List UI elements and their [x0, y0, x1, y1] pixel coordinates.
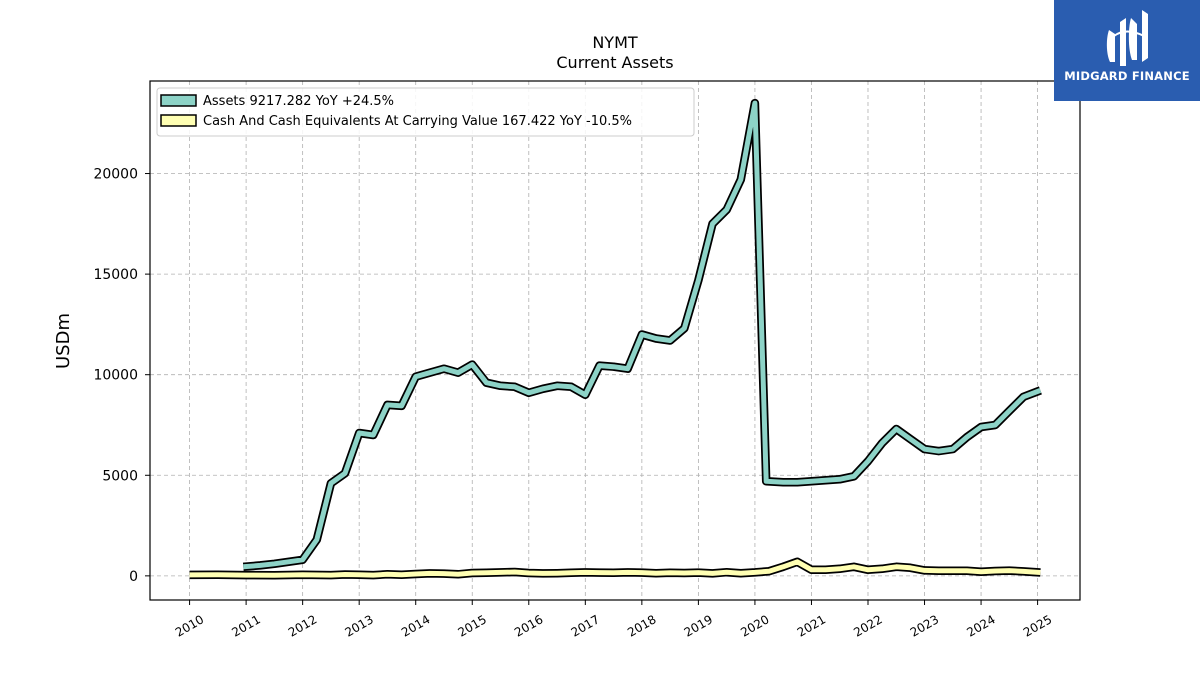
x-tick-label: 2012 — [286, 612, 319, 639]
grid-lines — [150, 81, 1080, 600]
midgard-logo-icon — [1106, 10, 1148, 66]
x-tick-label: 2022 — [851, 612, 884, 639]
chart-subtitle: Current Assets — [556, 53, 673, 72]
x-tick-label: 2019 — [682, 612, 715, 639]
legend-swatch-assets — [160, 94, 197, 107]
x-tick-label: 2014 — [399, 612, 432, 639]
x-tick-label: 2023 — [908, 612, 941, 639]
legend: Assets 9217.282 YoY +24.5% Cash And Cash… — [156, 87, 695, 137]
x-tick-label: 2021 — [795, 612, 828, 639]
x-tick-label: 2015 — [456, 612, 489, 639]
y-axis-label: USDm — [53, 313, 74, 369]
series-assets-line — [243, 100, 1042, 570]
series-cash-line — [189, 559, 1041, 578]
midgard-finance-logo: MIDGARD FINANCE — [1054, 0, 1200, 101]
chart-title: NYMT — [592, 33, 638, 52]
x-tick-label: 2024 — [964, 612, 997, 639]
legend-label-assets: Assets 9217.282 YoY +24.5% — [203, 94, 394, 109]
logo-text: MIDGARD FINANCE — [1064, 69, 1190, 83]
y-tick-label: 20000 — [93, 167, 138, 183]
x-tick-label: 2013 — [342, 612, 375, 639]
x-tick-label: 2020 — [738, 612, 771, 639]
plot-frame — [149, 80, 1081, 601]
x-tick-label: 2010 — [173, 612, 206, 639]
y-tick-label: 15000 — [93, 267, 138, 283]
y-tick-label: 5000 — [102, 468, 138, 484]
x-tick-label: 2017 — [569, 612, 602, 639]
legend-label-cash: Cash And Cash Equivalents At Carrying Va… — [203, 114, 632, 129]
x-tick-label: 2016 — [512, 612, 545, 639]
x-tick-label: 2018 — [625, 612, 658, 639]
x-tick-label: 2025 — [1021, 612, 1054, 639]
x-tick-label: 2011 — [229, 612, 262, 639]
y-tick-label: 10000 — [93, 368, 138, 384]
series-layer — [189, 98, 1042, 580]
legend-box — [156, 87, 695, 137]
legend-swatch-cash — [160, 114, 197, 127]
y-tick-label: 0 — [129, 569, 138, 585]
